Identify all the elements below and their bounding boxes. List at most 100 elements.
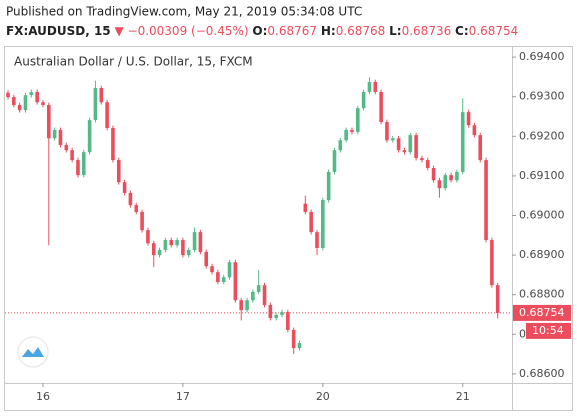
candle-body [356,108,360,132]
candle-body [47,105,51,139]
candle-body [35,91,39,103]
candle-body [402,150,407,153]
candle-body [315,232,319,248]
last-price-label: 0.68754 [519,306,565,319]
ohlc-label: H: [321,24,336,38]
candle-body [216,272,220,283]
candle-body [210,266,214,273]
ohlc-value: 0.68768 [336,24,386,38]
candle-body [105,102,109,128]
candle-body [373,82,378,92]
candle-body [233,262,238,301]
candle-body [146,230,150,244]
candle-body [303,203,308,212]
y-tick-label: 0.69000 [519,209,565,222]
candle-body [344,129,348,141]
candle-body [350,129,354,132]
candle-body [245,300,249,311]
countdown-label: 10:54 [532,324,564,337]
frame [4,46,573,411]
candle-body [64,145,69,151]
x-tick-label: 16 [36,390,50,403]
candle-body [163,240,168,250]
candle-body [455,171,459,181]
candle-body [93,87,98,121]
candle-body [23,95,28,111]
candle-body [291,329,296,349]
candle-body [321,200,325,248]
y-tick-label: 0.69400 [519,50,565,63]
candle-body [192,232,197,250]
candle-body [309,211,313,233]
candle-body [367,82,372,92]
y-tick-label: 0.68800 [519,288,565,301]
candle-body [169,240,174,246]
candle-body [338,140,343,151]
candle-body [420,158,424,161]
candle-body [122,182,127,193]
candle-body [280,312,284,315]
candle-body [472,125,477,136]
candle-body [414,135,418,159]
candle-body [227,262,232,278]
candle-body [286,312,290,330]
candle-body [490,240,494,286]
candle-body [478,135,483,161]
candle-body [495,285,500,313]
candle-body [17,105,22,111]
candle-body [29,91,34,96]
candle-body [431,167,436,181]
x-tick-label: 20 [316,390,330,403]
candle-body [111,127,115,161]
candle-body [297,343,302,349]
y-tick-label: 0.69200 [519,129,565,142]
y-tick-label: 0.69300 [519,90,565,103]
candle-body [385,122,389,141]
candle-body [52,129,57,139]
candle-body [181,240,185,256]
candle-body [379,91,383,123]
candle-body [221,277,226,283]
candle-body [198,232,203,252]
candle-body [425,160,430,168]
candle-body [449,175,453,181]
candle-body [81,152,86,176]
symbol: FX:AUDUSD, 15 [6,24,111,38]
candle-body [134,205,139,212]
candle-body [251,291,255,301]
candle-body [186,249,191,256]
candle-body [128,192,133,206]
y-tick-label: 0.68600 [519,367,565,380]
candle-body [443,175,448,189]
candle-body [204,251,209,267]
ohlc-label: O: [252,24,267,38]
logo [17,336,49,368]
candle-body [41,102,45,106]
ohlc-value: 0.68767 [267,24,317,38]
candle-body [390,138,395,141]
candle-body [140,211,144,231]
chart-title: Australian Dollar / U.S. Dollar, 15, FXC… [14,55,253,69]
candle-body [87,120,92,153]
ohlc-label: L: [389,24,401,38]
candle-body [361,91,366,109]
candle-body [239,300,243,311]
candle-body [157,249,162,256]
candle-body [466,112,471,126]
candle-body [408,135,413,153]
x-tick-label: 17 [176,390,190,403]
candle-body [116,160,121,183]
candle-body [437,180,442,189]
ohlc-label: C: [455,24,469,38]
candle-body [268,304,273,319]
candle-body [256,285,261,292]
last-price-box [513,304,571,321]
y-tick-label: 0.68900 [519,248,565,261]
candle-body [460,112,465,172]
symbol-line: FX:AUDUSD, 15 ▼ −0.00309 (−0.45%) O:0.68… [6,24,518,38]
published: Published on TradingView.com, May 21, 20… [6,5,362,19]
candle-body [70,150,74,161]
